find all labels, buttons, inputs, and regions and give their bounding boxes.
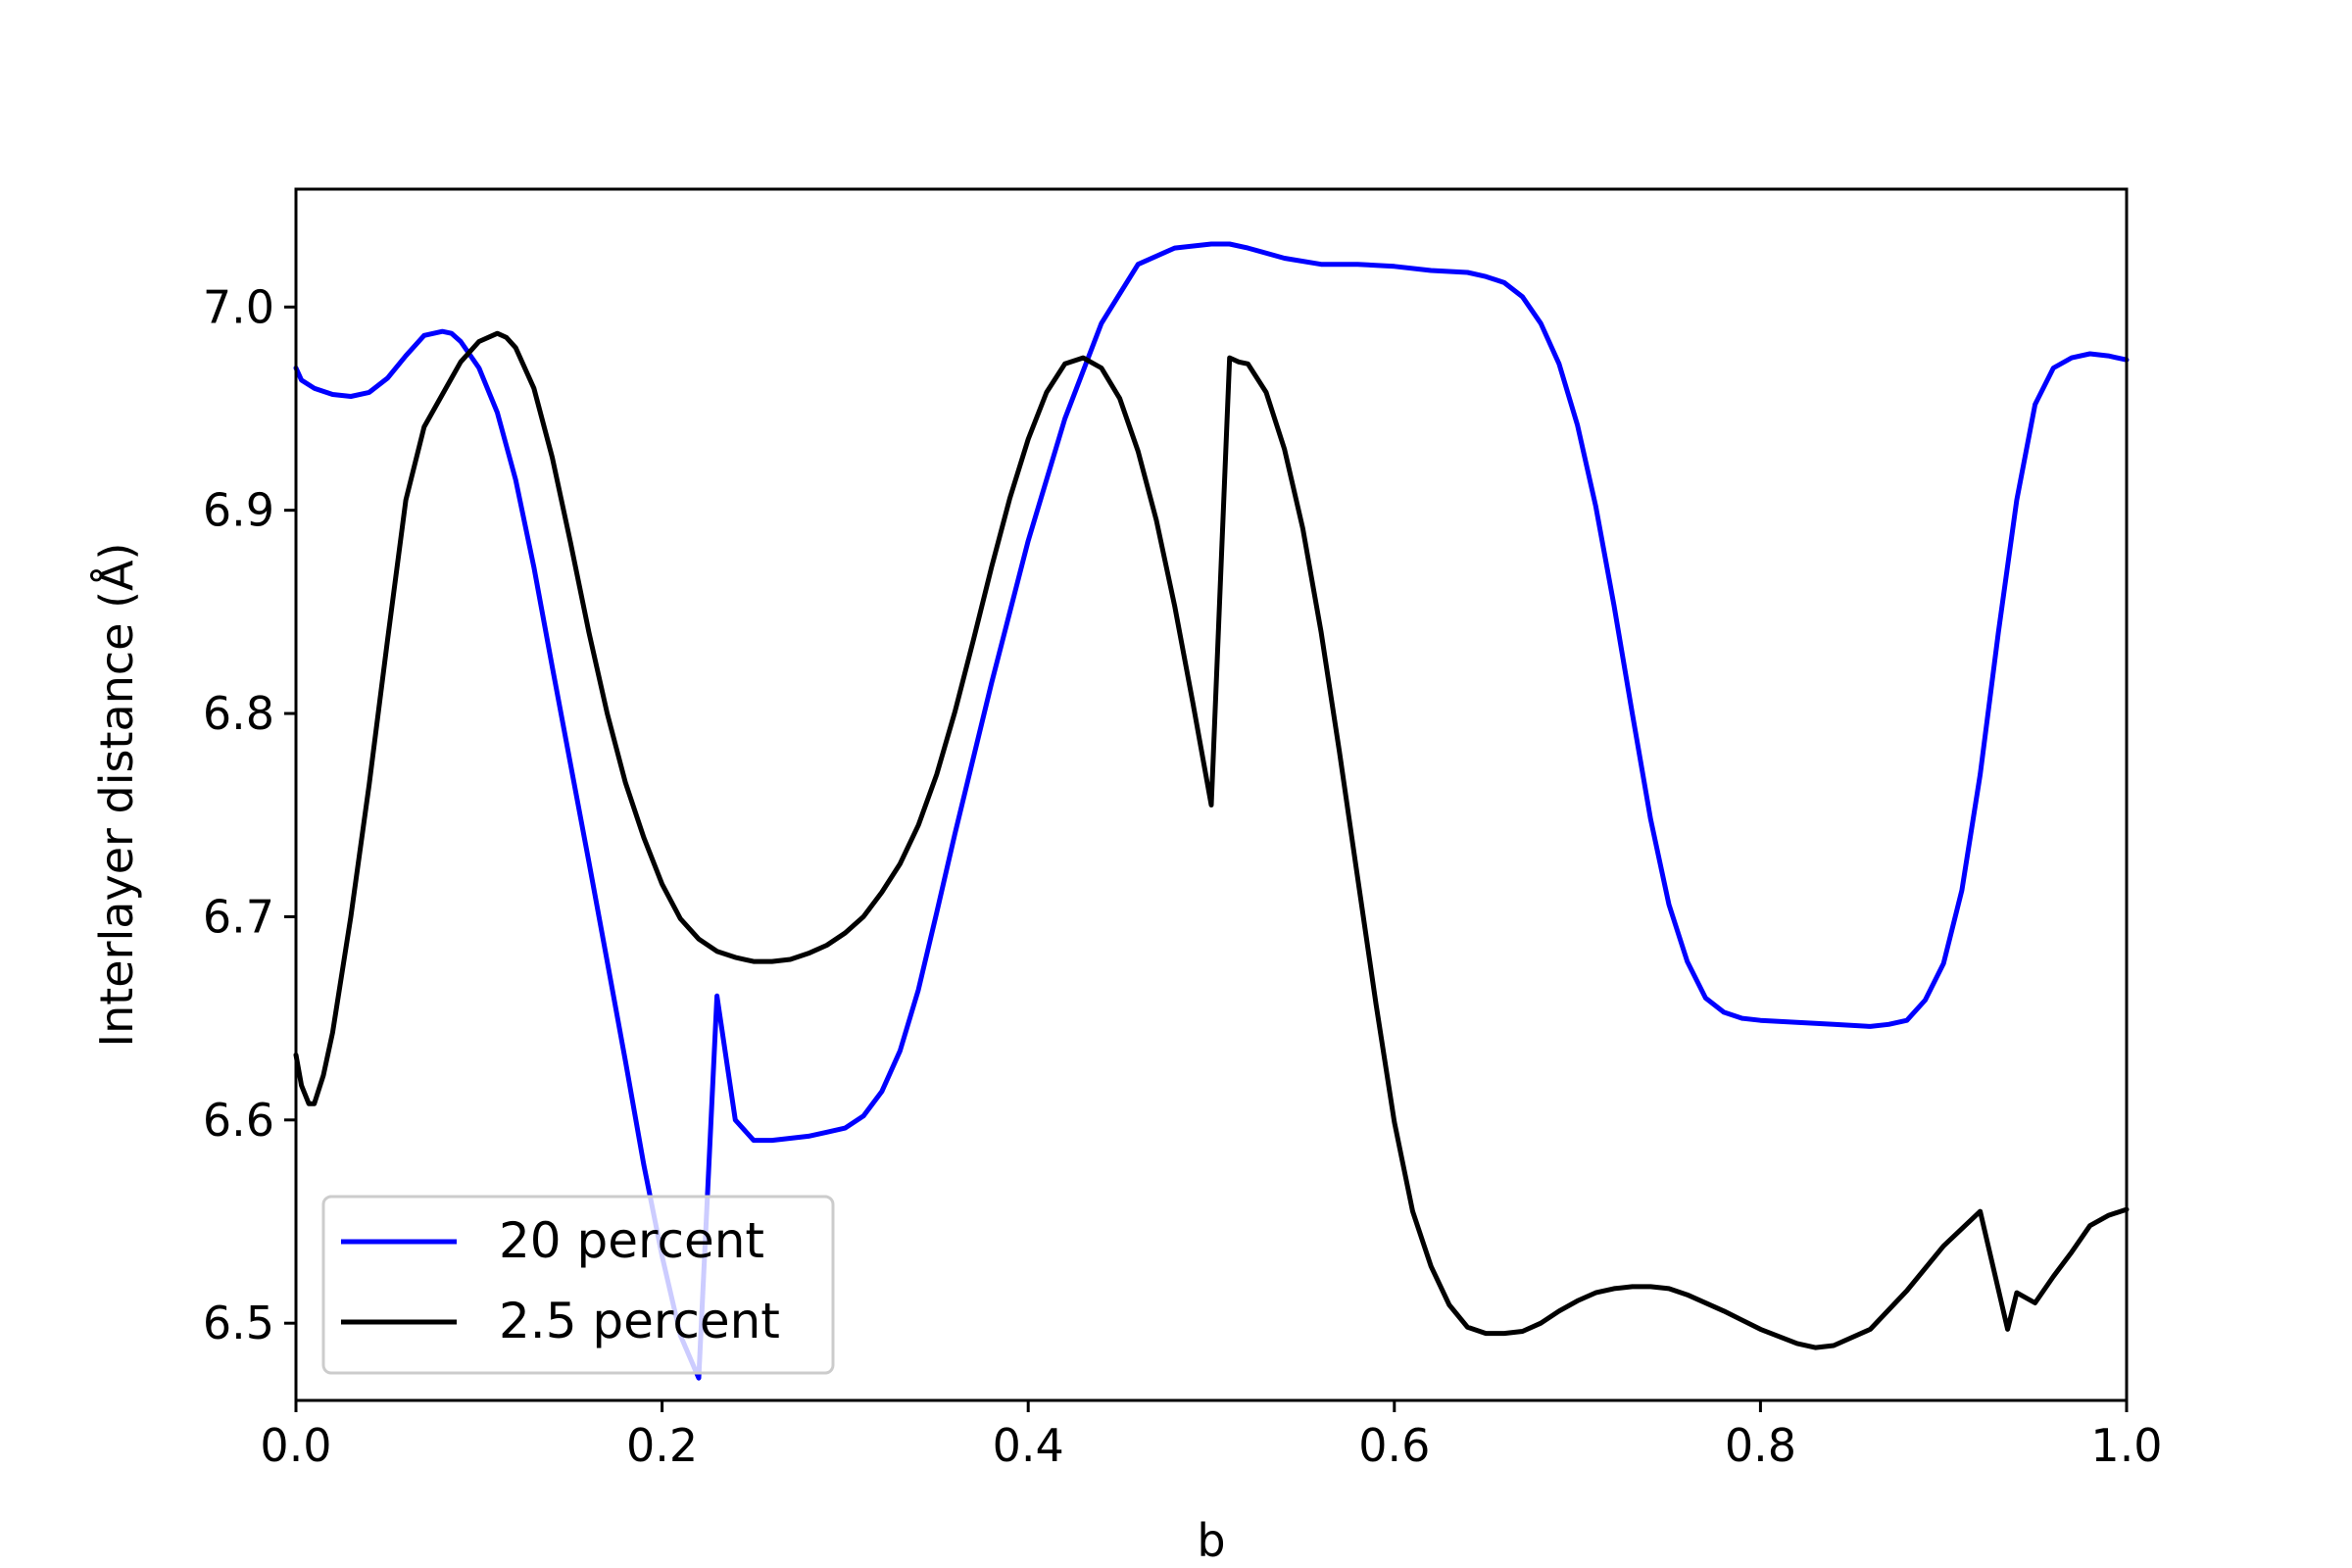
x-tick-label: 1.0 xyxy=(2090,1419,2162,1472)
series-line-2 xyxy=(293,330,2130,1350)
y-tick-label: 6.9 xyxy=(203,484,274,537)
x-tick-label: 0.4 xyxy=(993,1419,1064,1472)
y-tick-label: 6.8 xyxy=(203,687,274,740)
x-tick-label: 0.8 xyxy=(1725,1419,1796,1472)
y-tick-label: 6.6 xyxy=(203,1094,274,1147)
legend-label-series-2: 2.5 percent xyxy=(499,1293,780,1349)
series-line-1 xyxy=(293,241,2130,1381)
y-tick-label: 7.0 xyxy=(203,280,274,333)
x-tick-label: 0.0 xyxy=(260,1419,331,1472)
series-layer xyxy=(293,241,2130,1381)
x-tick-label: 0.2 xyxy=(626,1419,698,1472)
y-tick-label: 6.5 xyxy=(203,1297,274,1349)
x-tick-label: 0.6 xyxy=(1358,1419,1430,1472)
y-axis-label: Interlayer distance (Å) xyxy=(90,543,143,1048)
x-axis-label: b xyxy=(1197,1514,1225,1567)
tick-layer: 0.0 0.2 0.4 0.6 0.8 1.0 6.5 6.6 6.7 6.8 6.9 7.0 xyxy=(203,280,2163,1472)
plot-frame xyxy=(294,187,2129,1402)
y-tick-label: 6.7 xyxy=(203,890,274,943)
legend-label-series-1: 20 percent xyxy=(499,1212,764,1269)
legend: 20 percent 2.5 percent xyxy=(321,1195,835,1375)
